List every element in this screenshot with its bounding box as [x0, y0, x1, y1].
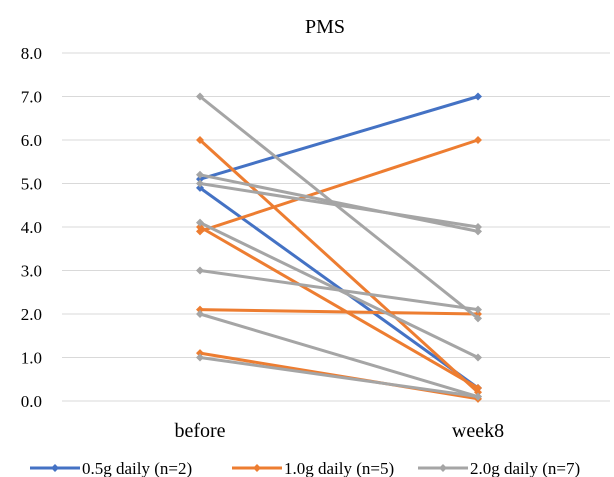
legend-label: 0.5g daily (n=2)	[82, 459, 192, 477]
data-point	[474, 388, 482, 397]
y-tick-label: 7.0	[21, 88, 42, 107]
series-line-2-2	[199, 182, 479, 229]
data-point	[196, 266, 204, 275]
data-point	[474, 92, 482, 101]
series-line-2-4	[199, 269, 479, 312]
y-tick-label: 5.0	[21, 175, 42, 194]
y-tick-label: 8.0	[21, 44, 42, 63]
data-point	[196, 305, 204, 314]
series-line-2-0	[199, 95, 479, 320]
data-point	[474, 305, 482, 314]
legend-label: 2.0g daily (n=7)	[470, 459, 580, 477]
series-line-1-3	[199, 308, 479, 316]
y-axis-ticks: 0.0 1.0 2.0 3.0 4.0 5.0 6.0 7.0 8.0	[21, 44, 42, 411]
gridlines	[62, 52, 610, 402]
legend-marker	[51, 464, 59, 472]
series-line-2-6	[199, 356, 479, 399]
legend-item-0: 0.5g daily (n=2)	[30, 459, 192, 477]
data-point	[474, 353, 482, 362]
legend-item-1: 1.0g daily (n=5)	[232, 459, 394, 477]
series-line-1-2	[199, 225, 479, 390]
legend-label: 1.0g daily (n=5)	[284, 459, 394, 477]
legend-item-2: 2.0g daily (n=7)	[418, 459, 580, 477]
series-line-0-1	[199, 186, 479, 390]
data-point	[474, 392, 482, 401]
data-point	[196, 349, 204, 358]
y-tick-label: 4.0	[21, 218, 42, 237]
legend-marker	[253, 464, 261, 472]
data-point	[196, 183, 204, 192]
data-point	[196, 353, 204, 362]
y-tick-label: 2.0	[21, 305, 42, 324]
series-lines	[196, 92, 482, 403]
data-point	[196, 136, 204, 144]
x-tick-label: week8	[452, 420, 504, 442]
x-axis-ticks: before week8	[174, 420, 504, 442]
data-point	[196, 175, 204, 184]
legend: 0.5g daily (n=2) 1.0g daily (n=5) 2.0g dai…	[30, 459, 580, 477]
data-point	[474, 227, 482, 236]
data-point	[196, 310, 204, 318]
series-line-1-1	[199, 138, 479, 233]
data-point	[474, 314, 482, 323]
series-line-0-0	[199, 95, 479, 181]
data-point	[196, 179, 204, 188]
y-tick-label: 6.0	[21, 131, 42, 150]
y-tick-label: 1.0	[21, 349, 42, 368]
series-line-2-1	[199, 173, 479, 233]
x-tick-label: before	[174, 420, 225, 442]
y-tick-label: 0.0	[21, 392, 42, 411]
series-line-1-0	[198, 138, 480, 394]
data-point	[474, 223, 482, 231]
y-tick-label: 3.0	[21, 262, 42, 281]
series-line-2-5	[199, 312, 479, 399]
data-point	[474, 136, 482, 144]
data-point	[196, 92, 204, 101]
data-point	[196, 170, 204, 179]
chart-title: PMS	[305, 16, 345, 38]
legend-marker	[439, 464, 447, 472]
data-point	[196, 218, 204, 227]
data-point	[474, 383, 482, 392]
